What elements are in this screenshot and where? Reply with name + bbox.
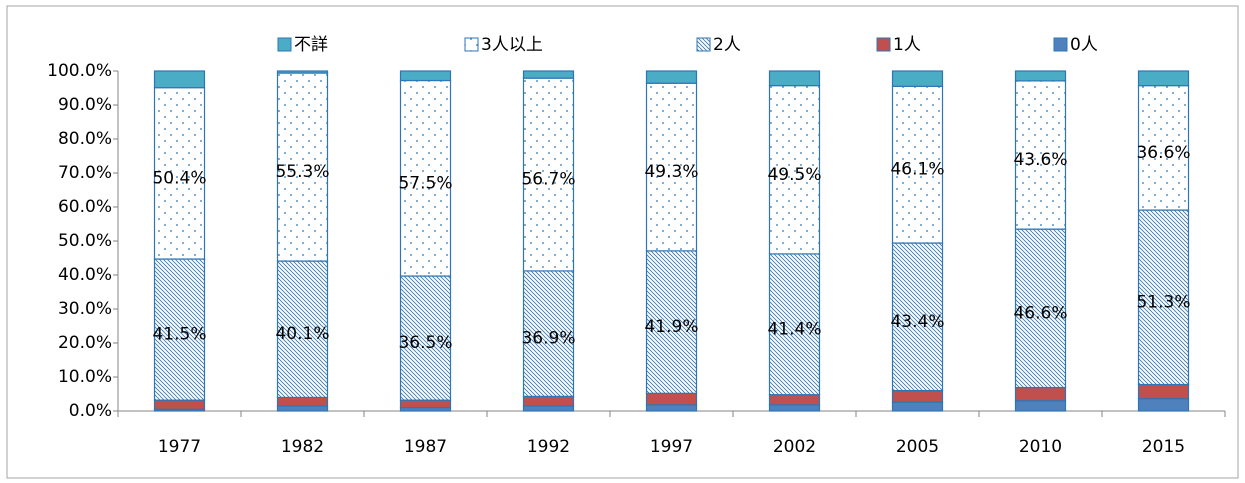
- bar-segment: [768, 394, 821, 406]
- bar-segment: [1137, 209, 1190, 386]
- bar-segment: [1014, 70, 1067, 82]
- y-tick-label: 90.0%: [58, 95, 112, 115]
- y-tick-label: 10.0%: [58, 367, 112, 387]
- bar-segment: [153, 87, 206, 260]
- data-label: 43.6%: [1013, 150, 1067, 170]
- bar-segment: [891, 242, 944, 392]
- bar-segment: [891, 390, 944, 403]
- bar-segment: [1014, 400, 1067, 412]
- y-tick-label: 80.0%: [58, 129, 112, 149]
- bar-segment: [522, 395, 575, 407]
- legend-swatch: [277, 37, 292, 52]
- bar-segment: [768, 85, 821, 255]
- y-tick-label: 70.0%: [58, 163, 112, 183]
- bar-segment: [891, 85, 944, 244]
- legend-label: 3人以上: [481, 35, 543, 55]
- bar-segment: [768, 70, 821, 87]
- data-label: 50.4%: [152, 168, 206, 188]
- data-label: 41.9%: [644, 317, 698, 337]
- data-label: 36.6%: [1136, 143, 1190, 163]
- data-label: 41.5%: [152, 325, 206, 345]
- bar-segment: [399, 70, 452, 82]
- bar-segment: [522, 70, 575, 79]
- data-label: 49.5%: [767, 165, 821, 185]
- bar-segment: [399, 399, 452, 409]
- bar-segment: [276, 260, 329, 398]
- x-tick-label: 2010: [1019, 437, 1062, 457]
- bar-segment: [645, 70, 698, 84]
- bar-segment: [1137, 383, 1190, 400]
- y-tick-label: 60.0%: [58, 197, 112, 217]
- bar-segment: [1137, 70, 1190, 87]
- bar-segment: [153, 258, 206, 401]
- bar-segment: [768, 253, 821, 396]
- bar-segment: [522, 77, 575, 272]
- data-label: 57.5%: [398, 173, 452, 193]
- bar-segment: [645, 250, 698, 394]
- data-label: 56.7%: [521, 170, 575, 190]
- data-label: 36.5%: [398, 333, 452, 353]
- data-label: 46.6%: [1013, 303, 1067, 323]
- data-label: 49.3%: [644, 162, 698, 182]
- y-tick-label: 100.0%: [47, 61, 112, 81]
- y-tick-label: 40.0%: [58, 265, 112, 285]
- bar-segment: [153, 399, 206, 410]
- data-label: 55.3%: [275, 162, 329, 182]
- x-tick-label: 1997: [650, 437, 693, 457]
- bar-segment: [1137, 398, 1190, 412]
- y-tick-label: 0.0%: [69, 401, 112, 421]
- data-label: 36.9%: [521, 329, 575, 349]
- bar-segment: [522, 270, 575, 397]
- data-label: 41.4%: [767, 319, 821, 339]
- legend-swatch: [1053, 37, 1068, 52]
- bar-segment: [153, 70, 206, 89]
- bar-segment: [276, 70, 329, 74]
- data-label: 46.1%: [890, 160, 944, 180]
- bar-segment: [1014, 228, 1067, 389]
- y-tick-label: 20.0%: [58, 333, 112, 353]
- x-tick-label: 1992: [527, 437, 570, 457]
- bar-segment: [645, 82, 698, 252]
- y-tick-label: 30.0%: [58, 299, 112, 319]
- bar-segment: [645, 392, 698, 406]
- x-tick-label: 2015: [1142, 437, 1185, 457]
- legend-swatch: [876, 37, 891, 52]
- x-tick-label: 2002: [773, 437, 816, 457]
- bar-segment: [1014, 386, 1067, 402]
- x-tick-label: 1982: [281, 437, 324, 457]
- x-tick-label: 1987: [404, 437, 447, 457]
- data-label: 40.1%: [275, 324, 329, 344]
- bar-segment: [522, 405, 575, 412]
- bar-segment: [1014, 80, 1067, 230]
- bar-segment: [276, 405, 329, 412]
- bar-segment: [399, 275, 452, 401]
- bar-segment: [768, 404, 821, 412]
- bar-segment: [645, 404, 698, 412]
- legend-swatch: [696, 37, 711, 52]
- bar-segment: [1137, 85, 1190, 211]
- bar-segment: [891, 70, 944, 87]
- legend-label: 0人: [1070, 35, 1098, 55]
- data-label: 51.3%: [1136, 292, 1190, 312]
- bar-segment: [276, 396, 329, 407]
- x-tick-label: 2005: [896, 437, 939, 457]
- x-tick-label: 1977: [158, 437, 201, 457]
- bar-segment: [891, 401, 944, 412]
- legend-label: 不詳: [294, 35, 328, 55]
- legend-label: 1人: [893, 35, 921, 55]
- y-tick-label: 50.0%: [58, 231, 112, 251]
- legend-label: 2人: [713, 35, 741, 55]
- legend-swatch: [464, 37, 479, 52]
- data-label: 43.4%: [890, 312, 944, 332]
